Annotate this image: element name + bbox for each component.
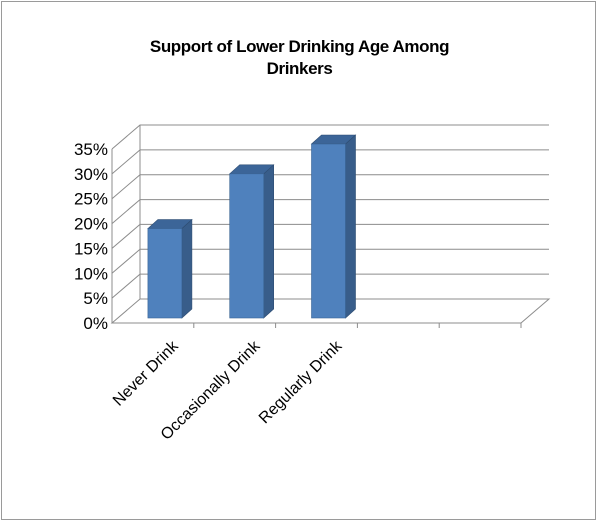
- y-tick-label: 25%: [74, 190, 108, 209]
- bar-side: [181, 218, 193, 319]
- gridline: [111, 273, 549, 299]
- gridline: [111, 199, 549, 224]
- gridline: [111, 174, 549, 200]
- bar: [228, 164, 275, 319]
- y-tick-label: 20%: [74, 215, 108, 234]
- y-tick-label: 35%: [74, 140, 108, 159]
- y-tick-label: 30%: [74, 165, 108, 184]
- y-tick-label: 15%: [74, 239, 108, 258]
- chart-title: Support of Lower Drinking Age Among Drin…: [149, 37, 450, 78]
- x-tick-label: Regularly Drink: [256, 337, 346, 427]
- y-tick-label: 10%: [74, 264, 108, 283]
- gridline: [111, 223, 549, 249]
- bar-side: [263, 164, 275, 319]
- bar: [310, 134, 357, 319]
- bar-side: [345, 134, 356, 319]
- bar-front: [311, 143, 346, 319]
- gridlines: [111, 124, 549, 299]
- bar: [147, 218, 193, 319]
- gridline: [111, 248, 549, 274]
- y-tick-label: 5%: [83, 289, 108, 308]
- x-tick-label: Never Drink: [110, 337, 182, 409]
- y-tick-label: 0%: [83, 314, 108, 333]
- y-axis-tick-labels: 0% 5% 10% 15% 20% 25% 30% 35%: [74, 140, 108, 333]
- bar-front: [147, 228, 183, 319]
- chart-walls: [110, 125, 551, 328]
- bars: [147, 134, 357, 319]
- floor: [110, 298, 551, 324]
- bar-front: [229, 173, 264, 319]
- gridline: [111, 149, 549, 175]
- gridline: [111, 124, 549, 150]
